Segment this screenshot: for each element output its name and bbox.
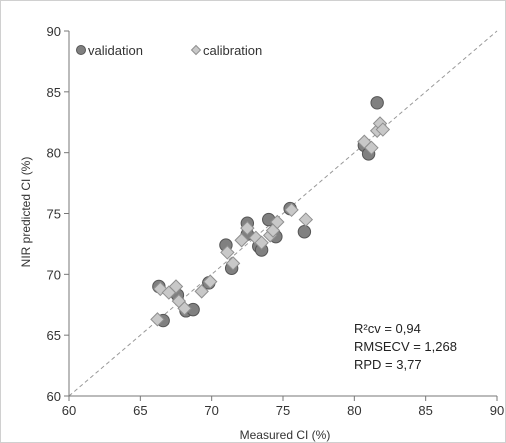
calibration-point [194, 284, 209, 299]
calibration-point [220, 245, 235, 260]
y-tick-label: 70 [47, 267, 61, 282]
y-axis-title: NIR predicted CI (%) [19, 157, 33, 268]
x-tick-label: 75 [276, 403, 290, 418]
axis-ticks: 60 65 70 75 80 85 90 60 65 70 75 80 85 90 [47, 24, 505, 418]
annotation-rpd: RPD = 3,77 [354, 357, 422, 372]
calibration-point [153, 281, 168, 297]
y-tick-label: 80 [47, 146, 61, 161]
calibration-point [364, 140, 379, 156]
y-tick-label: 60 [47, 389, 61, 404]
x-tick-label: 85 [418, 403, 432, 418]
annotation-r2cv: R²cv = 0,94 [354, 321, 421, 336]
statistics-annotation: R²cv = 0,94 RMSECV = 1,268 RPD = 3,77 [354, 321, 457, 372]
calibration-point [270, 214, 285, 230]
x-axis-title: Measured CI (%) [240, 428, 331, 442]
y-tick-label: 90 [47, 24, 61, 39]
x-tick-label: 80 [347, 403, 361, 418]
validation-point [370, 96, 384, 110]
y-tick-label: 75 [47, 207, 61, 222]
calibration-point [177, 301, 192, 316]
calibration-point [150, 312, 165, 327]
legend-validation-label: validation [88, 43, 143, 58]
y-tick-label: 85 [47, 85, 61, 100]
calibration-point [225, 256, 241, 271]
x-tick-label: 90 [490, 403, 504, 418]
calibration-point [168, 279, 184, 294]
x-tick-label: 60 [62, 403, 76, 418]
calibration-point [298, 212, 314, 227]
calibration-point [357, 134, 372, 149]
calibration-point [234, 233, 249, 248]
y-tick-label: 65 [47, 328, 61, 343]
legend: validation calibration [76, 43, 262, 58]
calibration-point [203, 274, 218, 289]
validation-point [297, 225, 312, 239]
legend-calibration-marker [190, 44, 202, 56]
identity-reference-line [68, 30, 498, 397]
x-tick-label: 65 [133, 403, 147, 418]
x-tick-label: 70 [204, 403, 218, 418]
legend-validation-marker [76, 45, 86, 55]
data-points [150, 96, 391, 328]
legend-calibration-label: calibration [203, 43, 262, 58]
calibration-point [240, 220, 255, 236]
annotation-rmsecv: RMSECV = 1,268 [354, 339, 457, 354]
calibration-point [375, 122, 391, 137]
calibration-point [254, 235, 269, 250]
calibration-point [284, 202, 299, 218]
